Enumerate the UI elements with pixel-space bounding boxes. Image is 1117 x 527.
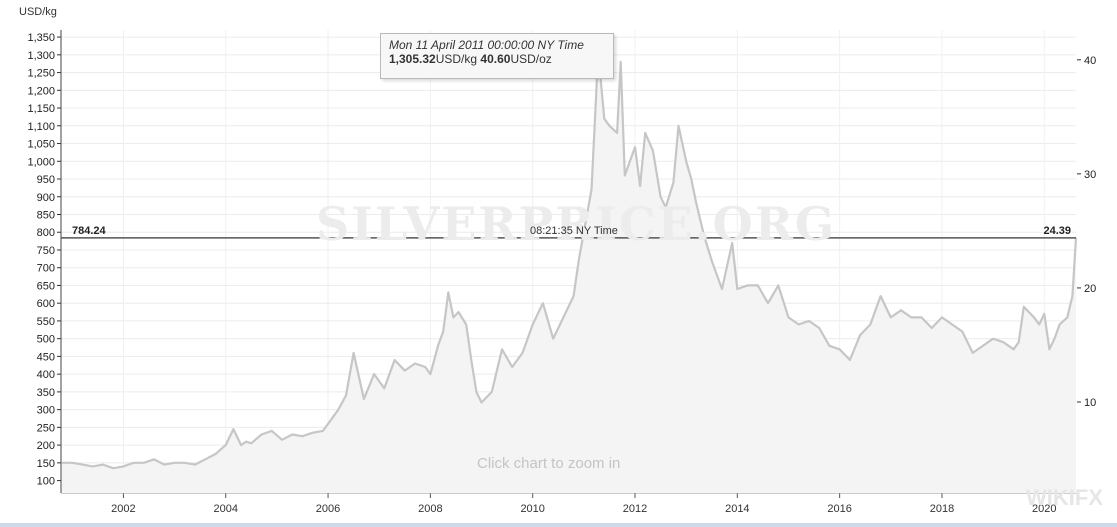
watermark-text: SILVERPRICE.ORG [316,197,837,251]
y-left-tick-label: 600 [37,298,55,310]
y-left-tick-label: 500 [37,334,55,346]
y-left-tick-label: 550 [37,316,55,328]
y-left-tick-label: 100 [37,476,55,488]
y-left-tick-label: 150 [37,458,55,470]
y-left-tick-label: 250 [37,422,55,434]
y-left-tick-label: 900 [37,192,55,204]
bottom-border [0,523,1117,527]
y-left-tick-label: 400 [37,369,55,381]
y-left-tick-label: 700 [37,263,55,275]
x-tick-label: 2010 [520,503,544,515]
y-left-tick-label: 650 [37,280,55,292]
y-axis-unit-label: USD/kg [19,6,57,18]
y-left-tick-label: 1,150 [27,103,55,115]
x-tick-label: 2020 [1032,503,1056,515]
tooltip-unit-kg: USD/kg [435,52,478,66]
price-tooltip: Mon 11 April 2011 00:00:00 NY Time 1,305… [380,33,614,79]
y-left-tick-label: 1,250 [27,68,55,80]
current-price-kg: 784.24 [72,225,106,237]
tooltip-values: 1,305.32USD/kg 40.60USD/oz [389,52,605,66]
y-left-tick-label: 1,000 [27,156,55,168]
zoom-hint: Click chart to zoom in [477,455,621,472]
y-left-tick-label: 850 [37,209,55,221]
y-left-tick-label: 950 [37,174,55,186]
y-left-tick-label: 300 [37,405,55,417]
tooltip-unit-oz: USD/oz [510,52,552,66]
wikifx-watermark: WIKIFX [1026,485,1103,510]
y-left-tick-label: 1,300 [27,50,55,62]
x-tick-label: 2018 [930,503,954,515]
current-price-oz: 24.39 [1043,225,1071,237]
x-tick-label: 2016 [827,503,851,515]
tooltip-value-oz: 40.60 [480,52,511,66]
series-line [62,52,1078,470]
x-tick-label: 2002 [111,503,135,515]
y-left-tick-label: 1,050 [27,139,55,151]
y-left-tick-label: 1,200 [27,85,55,97]
series-area [62,53,1076,493]
y-left-tick-label: 800 [37,227,55,239]
y-left-tick-label: 350 [37,387,55,399]
y-left-tick-label: 1,100 [27,121,55,133]
x-tick-label: 2014 [725,503,749,515]
tooltip-value-kg: 1,305.32 [389,52,436,66]
y-right-tick-label: 10 [1084,397,1096,409]
x-tick-label: 2004 [213,503,237,515]
y-right-tick-label: 20 [1084,283,1096,295]
x-tick-label: 2012 [623,503,647,515]
y-left-tick-label: 750 [37,245,55,257]
y-right-tick-label: 40 [1084,55,1096,67]
y-left-tick-label: 200 [37,440,55,452]
tooltip-date: Mon 11 April 2011 00:00:00 NY Time [389,38,584,52]
current-time-label: 08:21:35 NY Time [530,225,618,237]
x-tick-label: 2008 [418,503,442,515]
y-left-tick-label: 1,350 [27,32,55,44]
y-right-tick-label: 30 [1084,169,1096,181]
x-tick-label: 2006 [316,503,340,515]
y-left-tick-label: 450 [37,351,55,363]
